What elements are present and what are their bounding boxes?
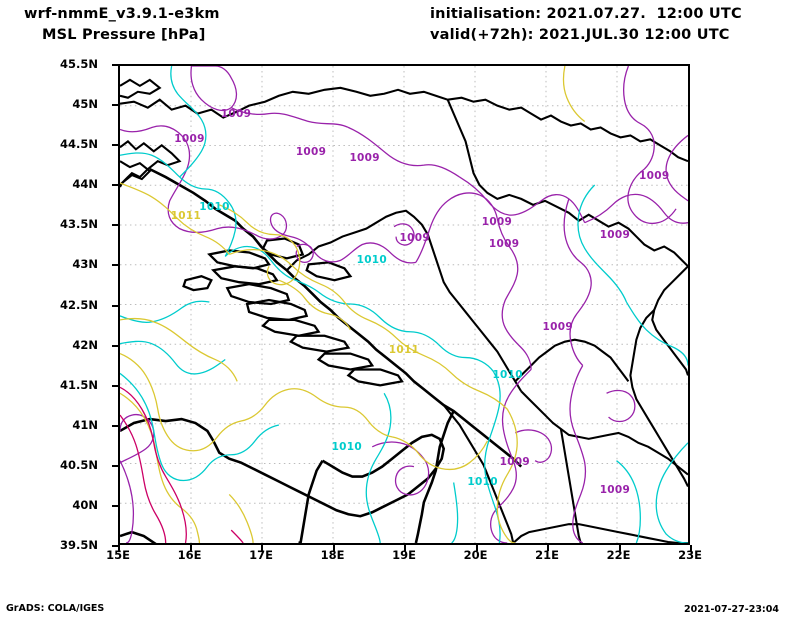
- y-axis-label: 42.5N: [60, 297, 98, 312]
- y-axis-label: 42N: [72, 337, 98, 352]
- y-axis-tick: [112, 304, 118, 307]
- y-axis-label: 44.5N: [60, 137, 98, 152]
- contour-label: 1009: [542, 320, 573, 333]
- y-axis-tick: [112, 504, 118, 507]
- x-axis-tick: [404, 545, 406, 551]
- contour-1012: [120, 386, 244, 543]
- x-axis-tick: [618, 545, 621, 551]
- y-axis-tick: [112, 64, 118, 66]
- y-axis-tick: [112, 424, 118, 427]
- x-axis-label: 20E: [463, 548, 488, 562]
- x-axis-tick: [475, 545, 478, 551]
- map-plot-area: [118, 64, 690, 545]
- y-axis-tick: [112, 144, 118, 147]
- x-axis-label: 22E: [606, 548, 631, 562]
- contour-label: 1009: [499, 456, 531, 469]
- contour-label: 1009: [599, 484, 631, 497]
- contour-1009: [120, 66, 688, 543]
- contour-label: 1010: [331, 441, 363, 454]
- x-axis-tick: [690, 545, 692, 551]
- x-axis-label: 23E: [678, 548, 702, 562]
- contour-label: 1009: [599, 228, 631, 241]
- contour-label: 1009: [399, 231, 430, 244]
- contour-1011: [120, 66, 586, 543]
- grads-credit: GrADS: COLA/IGES: [6, 603, 105, 614]
- model-title: wrf-nmmE_v3.9.1-e3km: [24, 6, 220, 22]
- y-axis-label: 40.5N: [60, 457, 98, 472]
- y-axis-tick: [112, 104, 118, 107]
- contour-label: 1009: [295, 146, 327, 159]
- x-axis-tick: [547, 545, 549, 551]
- x-axis-tick: [261, 545, 263, 551]
- y-axis-tick: [112, 545, 118, 547]
- x-axis-tick: [118, 545, 120, 551]
- contour-label: 1009: [220, 107, 252, 120]
- contour-label: 1009: [349, 151, 380, 164]
- y-axis-label: 44N: [72, 177, 98, 192]
- header: wrf-nmmE_v3.9.1-e3km MSL Pressure [hPa] …: [0, 0, 800, 50]
- contour-label: 1010: [199, 200, 230, 213]
- y-axis-tick: [112, 384, 118, 387]
- contour-label: 1010: [492, 369, 523, 382]
- y-axis-label: 41.5N: [60, 377, 98, 392]
- y-axis-tick: [112, 344, 118, 347]
- x-axis-label: 18E: [320, 548, 345, 562]
- y-axis-label: 41N: [72, 417, 98, 432]
- x-axis-tick: [332, 545, 335, 551]
- contour-label: 1011: [170, 210, 202, 223]
- y-axis-label: 45.5N: [60, 57, 98, 71]
- field-title: MSL Pressure [hPa]: [42, 27, 206, 43]
- contour-map-svg: [120, 66, 688, 543]
- contour-label: 1009: [639, 170, 670, 183]
- contour-label: 1009: [174, 132, 205, 145]
- y-axis-label: 43N: [72, 257, 98, 272]
- contour-label: 1009: [481, 215, 513, 228]
- x-axis-label: 17E: [249, 548, 273, 562]
- x-axis-label: 16E: [177, 548, 202, 562]
- map-canvas: [120, 66, 688, 543]
- contour-label: 1011: [388, 344, 420, 357]
- render-timestamp: 2021-07-27-23:04: [684, 604, 779, 615]
- y-axis-tick: [112, 264, 118, 267]
- y-axis-tick: [112, 464, 118, 467]
- x-axis-label: 15E: [106, 548, 130, 562]
- contour-label: 1009: [488, 238, 520, 251]
- x-axis-label: 21E: [535, 548, 559, 562]
- contour-label: 1010: [356, 254, 388, 267]
- gridlines: [120, 66, 688, 543]
- y-axis-label: 45N: [72, 97, 98, 112]
- y-axis-tick: [112, 224, 118, 227]
- x-axis-tick: [189, 545, 192, 551]
- y-axis-tick: [112, 184, 118, 187]
- y-axis-label: 43.5N: [60, 217, 98, 232]
- contour-label: 1010: [467, 476, 498, 489]
- initialisation-time: initialisation: 2021.07.27. 12:00 UTC: [430, 6, 742, 22]
- y-axis-label: 40N: [72, 497, 98, 512]
- y-axis-label: 39.5N: [60, 538, 98, 552]
- x-axis-label: 19E: [392, 548, 416, 562]
- valid-time: valid(+72h): 2021.JUL.30 12:00 UTC: [430, 27, 730, 43]
